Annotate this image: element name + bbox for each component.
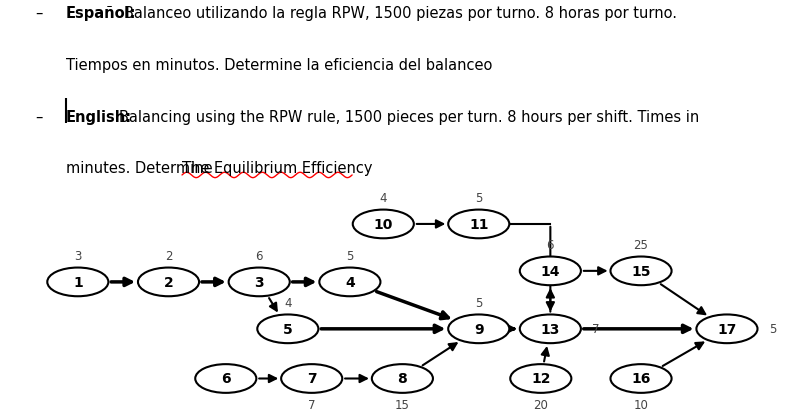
Text: 20: 20 (533, 399, 548, 411)
Text: 4: 4 (284, 296, 292, 309)
Text: –: – (35, 109, 43, 124)
Text: minutes. Determine: minutes. Determine (66, 161, 217, 176)
Ellipse shape (448, 315, 510, 343)
Text: 10: 10 (634, 399, 649, 411)
Text: Español:: Español: (66, 6, 136, 21)
Text: 17: 17 (717, 322, 737, 336)
Text: 2: 2 (163, 275, 174, 289)
Text: 7: 7 (307, 372, 316, 386)
Text: 6: 6 (221, 372, 230, 386)
Text: 14: 14 (540, 264, 560, 278)
Text: 5: 5 (475, 192, 482, 204)
Text: 2: 2 (165, 249, 172, 262)
Text: English:: English: (66, 109, 133, 124)
Text: Balanceo utilizando la regla RPW, 1500 piezas por turno. 8 horas por turno.: Balanceo utilizando la regla RPW, 1500 p… (124, 6, 677, 21)
Text: 4: 4 (380, 192, 387, 204)
Text: 5: 5 (769, 323, 776, 335)
Text: 15: 15 (631, 264, 651, 278)
Ellipse shape (520, 315, 581, 343)
Text: 3: 3 (254, 275, 264, 289)
Text: Balancing using the RPW rule, 1500 pieces per turn. 8 hours per shift. Times in: Balancing using the RPW rule, 1500 piece… (118, 109, 699, 124)
Text: 5: 5 (475, 296, 482, 309)
Ellipse shape (372, 364, 433, 393)
Text: 11: 11 (469, 217, 488, 231)
Text: 15: 15 (395, 399, 409, 411)
Text: –: – (35, 6, 43, 21)
Text: 6: 6 (256, 249, 263, 262)
Ellipse shape (281, 364, 342, 393)
Ellipse shape (697, 315, 757, 343)
Text: The Equilibrium Efficiency: The Equilibrium Efficiency (182, 161, 372, 176)
Text: 7: 7 (308, 399, 316, 411)
Text: 12: 12 (531, 372, 551, 386)
Text: 7: 7 (593, 323, 600, 335)
Ellipse shape (353, 210, 414, 239)
Ellipse shape (611, 257, 671, 285)
Text: 8: 8 (398, 372, 407, 386)
Text: 5: 5 (346, 249, 353, 262)
Text: 13: 13 (540, 322, 560, 336)
Ellipse shape (520, 257, 581, 285)
Text: 10: 10 (374, 217, 393, 231)
Ellipse shape (229, 268, 290, 297)
Ellipse shape (448, 210, 510, 239)
Ellipse shape (611, 364, 671, 393)
Ellipse shape (138, 268, 199, 297)
Ellipse shape (510, 364, 571, 393)
Text: Tiempos en minutos. Determine la eficiencia del balanceo: Tiempos en minutos. Determine la eficien… (66, 58, 492, 73)
Text: 5: 5 (283, 322, 293, 336)
Text: 1: 1 (73, 275, 83, 289)
Ellipse shape (47, 268, 108, 297)
Text: 16: 16 (631, 372, 651, 386)
Ellipse shape (257, 315, 319, 343)
Text: 3: 3 (74, 249, 81, 262)
Text: 9: 9 (474, 322, 484, 336)
Text: 4: 4 (345, 275, 355, 289)
Text: 25: 25 (634, 238, 649, 252)
Text: 6: 6 (547, 238, 554, 252)
Ellipse shape (320, 268, 380, 297)
Ellipse shape (195, 364, 256, 393)
